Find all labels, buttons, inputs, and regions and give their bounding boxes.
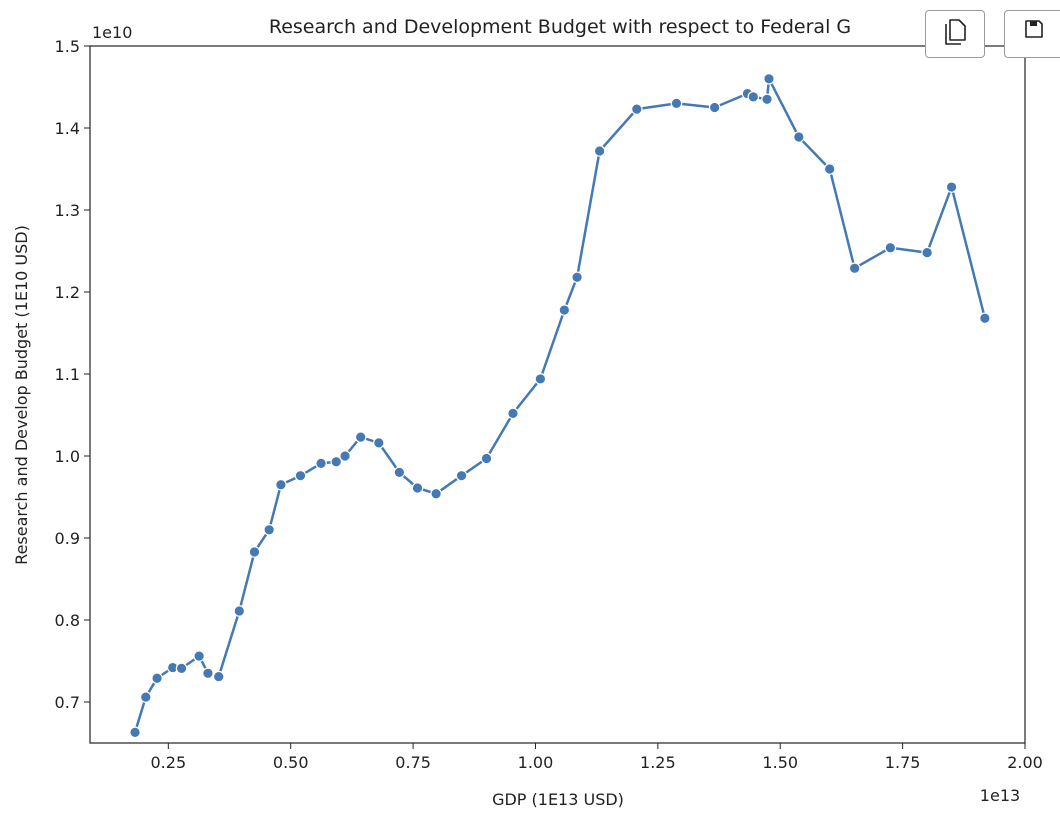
- chart-title: Research and Development Budget with res…: [269, 16, 851, 38]
- data-point: [763, 73, 775, 85]
- x-tick-label: 0.25: [151, 753, 187, 772]
- data-point: [793, 131, 805, 143]
- data-point: [921, 246, 933, 259]
- data-point: [848, 262, 861, 275]
- data-point: [534, 373, 547, 385]
- x-tick-label: 1.75: [885, 753, 921, 772]
- y-tick-label: 0.9: [55, 529, 80, 548]
- data-point: [339, 450, 351, 462]
- data-point: [670, 97, 683, 110]
- data-point: [631, 103, 643, 115]
- data-point: [507, 407, 519, 420]
- data-point: [248, 546, 261, 558]
- data-point: [480, 452, 493, 465]
- x-axis-label: GDP (1E13 USD): [492, 790, 624, 809]
- series-line: [133, 77, 987, 733]
- data-point: [393, 466, 406, 479]
- plot-frame: [89, 45, 1026, 744]
- data-point: [140, 691, 152, 703]
- data-point: [979, 312, 991, 325]
- data-point: [315, 457, 327, 470]
- x-tick-label: 0.75: [395, 753, 431, 772]
- copy-button[interactable]: [925, 10, 985, 58]
- y-tick-label: 1.0: [55, 447, 80, 466]
- data-point: [212, 670, 225, 683]
- y-axis-ticks: 0.7 0.8 0.9 1.0 1.1 1.2 1.3 1.4 1.5: [55, 37, 90, 712]
- y-tick-label: 1.1: [55, 365, 80, 384]
- data-point: [263, 523, 275, 536]
- y-tick-label: 1.3: [55, 201, 80, 220]
- y-axis-label: Research and Develop Budget (1E10 USD): [12, 225, 31, 565]
- y-tick-label: 0.8: [55, 611, 80, 630]
- data-point: [294, 469, 307, 482]
- data-point: [571, 271, 583, 284]
- x-tick-label: 0.50: [273, 753, 309, 772]
- data-point: [193, 650, 205, 662]
- data-point: [151, 672, 163, 685]
- y-tick-label: 0.7: [55, 693, 80, 712]
- data-point: [129, 726, 141, 739]
- data-point: [945, 181, 958, 193]
- data-point: [747, 91, 760, 103]
- x-tick-label: 1.00: [518, 753, 554, 772]
- x-tick-label: 1.25: [640, 753, 676, 772]
- data-point: [411, 482, 424, 494]
- data-point: [761, 93, 773, 106]
- data-point: [558, 304, 571, 316]
- series-layer: [129, 73, 991, 739]
- y-tick-label: 1.4: [55, 119, 80, 138]
- save-button[interactable]: [1004, 10, 1060, 58]
- data-point: [233, 605, 246, 617]
- data-point: [823, 163, 836, 175]
- data-point: [202, 667, 214, 680]
- y-tick-label: 1.2: [55, 283, 80, 302]
- save-icon: [1025, 20, 1043, 38]
- data-point: [275, 478, 287, 491]
- x-tick-label: 1.50: [762, 753, 798, 772]
- data-point: [330, 455, 343, 468]
- x-tick-label: 2.00: [1007, 753, 1043, 772]
- data-point: [593, 145, 606, 157]
- data-point: [455, 469, 468, 482]
- data-point: [708, 101, 721, 114]
- data-point: [430, 487, 442, 500]
- data-point: [354, 431, 367, 443]
- x-offset-label: 1e13: [980, 786, 1020, 805]
- x-axis-ticks: 0.25 0.50 0.75 1.00 1.25 1.50 1.75 2.00: [151, 743, 1043, 772]
- data-point: [884, 241, 897, 254]
- data-point: [373, 437, 385, 449]
- copy-icon: [945, 19, 966, 45]
- data-point: [175, 662, 188, 675]
- y-tick-label: 1.5: [55, 37, 80, 56]
- y-offset-label: 1e10: [92, 23, 132, 42]
